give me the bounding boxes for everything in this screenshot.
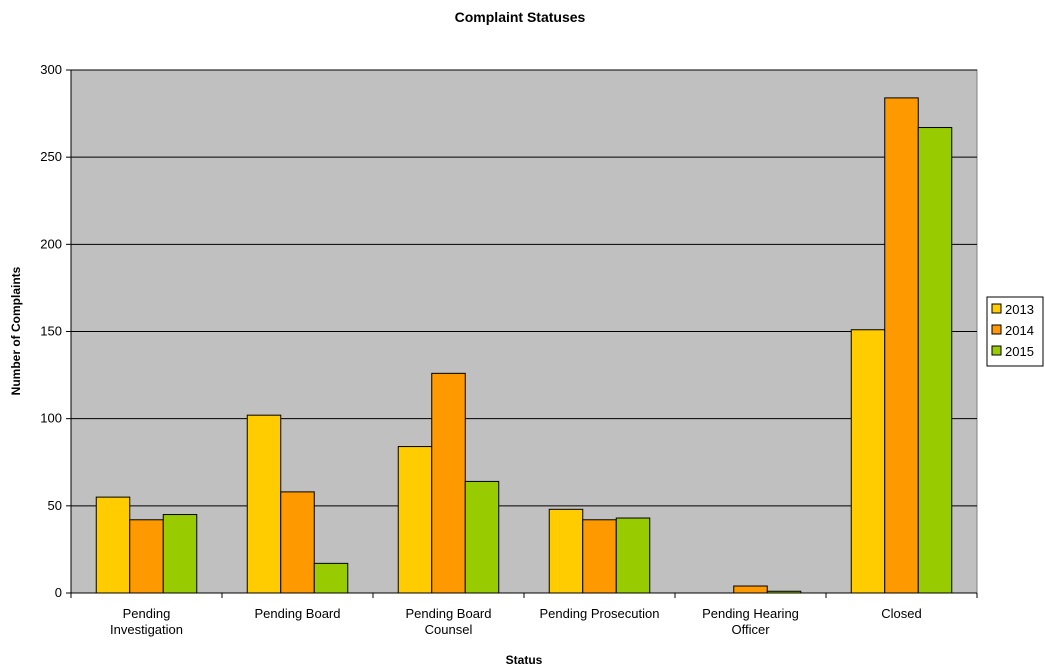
bar-2014 bbox=[280, 491, 315, 594]
bar-2014 bbox=[582, 519, 617, 594]
bar-2015 bbox=[162, 514, 198, 594]
x-category-label: Pending Hearing bbox=[702, 606, 799, 621]
bar-2013 bbox=[95, 496, 131, 594]
y-tick-label: 150 bbox=[40, 324, 62, 339]
x-category-label: Pending Board bbox=[254, 606, 340, 621]
x-category-label: Pending Board bbox=[405, 606, 491, 621]
bar-2015 bbox=[313, 562, 349, 594]
bar-2015 bbox=[464, 480, 500, 594]
y-axis-title: Number of Complaints bbox=[9, 266, 23, 395]
y-tick-label: 0 bbox=[55, 585, 62, 600]
bar-2014 bbox=[733, 585, 768, 594]
bar-2013 bbox=[397, 446, 433, 594]
legend: 2013 2014 2015 bbox=[986, 296, 1044, 367]
legend-label: 2014 bbox=[1005, 323, 1034, 338]
y-tick-label: 100 bbox=[40, 411, 62, 426]
x-category-label: Closed bbox=[881, 606, 921, 621]
bar-2013 bbox=[246, 414, 282, 594]
x-category-label: Counsel bbox=[425, 622, 473, 637]
legend-label: 2015 bbox=[1005, 344, 1034, 359]
bar-2013 bbox=[850, 329, 886, 594]
y-tick-label: 250 bbox=[40, 149, 62, 164]
x-category-label: Pending bbox=[123, 606, 171, 621]
x-category-label: Investigation bbox=[110, 622, 183, 637]
x-axis-title: Status bbox=[506, 653, 543, 667]
bar-2014 bbox=[129, 519, 164, 594]
legend-label: 2013 bbox=[1005, 302, 1034, 317]
legend-swatch-2015 bbox=[991, 345, 1002, 356]
bar-2014 bbox=[884, 97, 919, 594]
bar-2015 bbox=[917, 127, 953, 594]
y-tick-label: 300 bbox=[40, 62, 62, 77]
x-category-label: Pending Prosecution bbox=[540, 606, 660, 621]
bar-2013 bbox=[548, 508, 584, 594]
x-category-label: Officer bbox=[731, 622, 770, 637]
bar-2015 bbox=[615, 517, 651, 594]
chart-title: Complaint Statuses bbox=[455, 9, 586, 25]
legend-swatch-2013 bbox=[991, 303, 1002, 314]
legend-swatch-2014 bbox=[991, 324, 1002, 335]
y-tick-label: 50 bbox=[48, 498, 62, 513]
y-tick-label: 200 bbox=[40, 236, 62, 251]
bar-2014 bbox=[431, 372, 466, 594]
